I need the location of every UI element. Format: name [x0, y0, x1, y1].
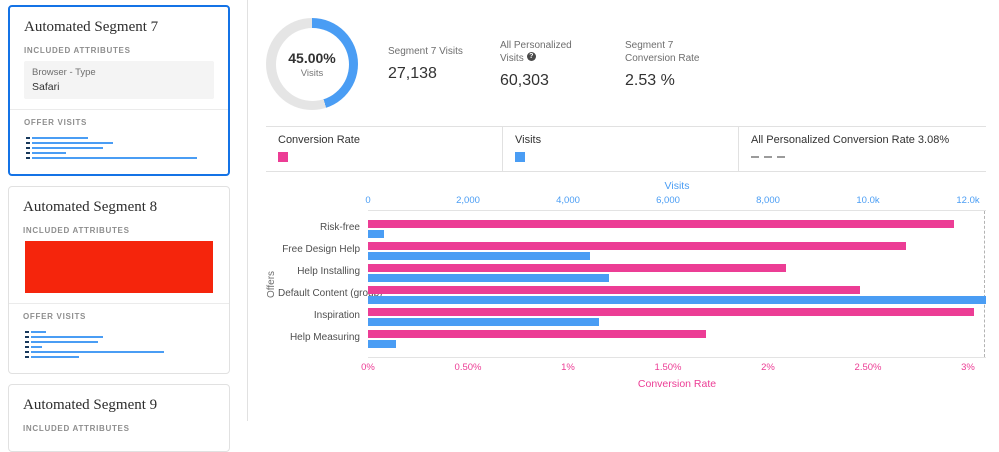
bottom-axis-ticks: 0% 0.50% 1% 1.50% 2% 2.50% 3%	[361, 362, 986, 375]
chart-category-label: Inspiration	[313, 310, 360, 321]
included-attributes-header: INCLUDED ATTRIBUTES	[23, 424, 130, 433]
segments-sidebar: Automated Segment 7 INCLUDED ATTRIBUTES …	[0, 0, 247, 452]
stat-segment-visits: Segment 7 Visits 27,138	[388, 45, 470, 83]
axis-tick-label: 4,000	[556, 195, 580, 206]
stat-label: Segment 7 Visits	[388, 46, 463, 57]
segment-title: Automated Segment 8	[23, 199, 158, 215]
card-divider	[10, 109, 228, 110]
top-axis-ticks: 0 2,000 4,000 6,000 8,000 10.0k 12.0k	[365, 195, 986, 208]
conversion-rate-bar[interactable]	[368, 264, 786, 272]
attribute-value: Safari	[32, 81, 60, 93]
attribute-item: Browser - Type Safari	[24, 61, 214, 99]
stat-label: Segment 7 Conversion Rate	[625, 39, 700, 64]
axis-tick-label: 10.0k	[856, 195, 880, 206]
stat-value: 27,138	[388, 65, 437, 82]
stat-value: 60,303	[500, 71, 549, 89]
stat-segment-conversion-rate: Segment 7 Conversion Rate 2.53 %	[625, 39, 720, 90]
offer-visits-minichart	[24, 133, 214, 162]
top-axis-title: Visits	[664, 180, 690, 192]
conversion-rate-bar[interactable]	[368, 242, 906, 250]
segment-title: Automated Segment 7	[24, 19, 159, 35]
visits-bar[interactable]	[368, 340, 396, 348]
bars-container	[368, 210, 986, 358]
axis-tick-label: 3%	[961, 362, 975, 373]
axis-tick-label: 2%	[761, 362, 775, 373]
axis-tick-label: 6,000	[656, 195, 680, 206]
visits-bar[interactable]	[368, 230, 384, 238]
axis-tick-label: 1.50%	[654, 362, 682, 373]
conversion-rate-bar[interactable]	[368, 286, 860, 294]
donut-sublabel: Visits	[300, 67, 324, 79]
visits-bar[interactable]	[368, 318, 599, 326]
legend-label: Visits	[515, 134, 542, 146]
chart-row	[368, 284, 986, 306]
summary-row: 45.00% Visits Segment 7 Visits 27,138 Al…	[266, 12, 986, 116]
all-personalized-reference-line	[984, 211, 985, 357]
stat-value: 2.53 %	[625, 71, 675, 89]
axis-tick-label: 12.0k	[956, 195, 980, 206]
included-attributes-header: INCLUDED ATTRIBUTES	[24, 46, 131, 55]
legend-label: Conversion Rate	[278, 134, 360, 146]
offer-visits-header: OFFER VISITS	[23, 312, 87, 321]
dashed-line-swatch	[751, 156, 974, 158]
segment-card-8[interactable]: Automated Segment 8 INCLUDED ATTRIBUTES …	[8, 186, 230, 374]
stat-label-text: All Personalized Visits	[500, 39, 572, 64]
info-icon[interactable]: ?	[526, 51, 536, 61]
chart-row	[368, 306, 986, 328]
visits-bar[interactable]	[368, 296, 986, 304]
axis-tick-label: 2.50%	[854, 362, 882, 373]
legend-conversion-rate: Conversion Rate	[266, 127, 502, 171]
axis-tick-label: 1%	[561, 362, 575, 373]
axis-tick-label: 0.50%	[454, 362, 482, 373]
legend-all-personalized: All Personalized Conversion Rate 3.08%	[738, 127, 986, 171]
visits-swatch	[515, 152, 525, 162]
card-divider	[9, 303, 229, 304]
conversion-rate-bar[interactable]	[368, 220, 954, 228]
chart-row	[368, 262, 986, 284]
chart-row	[368, 328, 986, 350]
attribute-type: Browser - Type	[32, 67, 96, 78]
chart-row	[368, 240, 986, 262]
axis-tick-label: 0	[365, 195, 371, 206]
included-attributes-header: INCLUDED ATTRIBUTES	[23, 226, 130, 235]
legend-label: All Personalized Conversion Rate 3.08%	[751, 134, 950, 146]
stat-all-personalized-visits: All Personalized Visits? 60,303	[500, 39, 595, 90]
chart-row	[368, 218, 986, 240]
segment-card-9[interactable]: Automated Segment 9 INCLUDED ATTRIBUTES	[8, 384, 230, 452]
chart-category-label: Help Installing	[297, 266, 360, 277]
chart-category-label: Free Design Help	[282, 244, 360, 255]
report-main: 45.00% Visits Segment 7 Visits 27,138 Al…	[247, 0, 999, 421]
visits-donut-chart: 45.00% Visits	[266, 18, 358, 110]
axis-tick-label: 0%	[361, 362, 375, 373]
donut-percent: 45.00%	[288, 49, 336, 66]
segment-title: Automated Segment 9	[23, 397, 158, 413]
chart-legend: Conversion Rate Visits All Personalized …	[266, 126, 986, 172]
visits-bar[interactable]	[368, 274, 609, 282]
axis-tick-label: 2,000	[456, 195, 480, 206]
legend-visits: Visits	[502, 127, 738, 171]
segment-card-7[interactable]: Automated Segment 7 INCLUDED ATTRIBUTES …	[8, 5, 230, 176]
conversion-rate-swatch	[278, 152, 288, 162]
chart-category-label: Help Measuring	[289, 332, 360, 343]
category-labels: Risk-free Free Design Help Help Installing…	[278, 210, 383, 358]
bottom-axis-title: Conversion Rate	[637, 378, 717, 390]
visits-bar[interactable]	[368, 252, 590, 260]
axis-tick-label: 8,000	[756, 195, 780, 206]
donut-center: 45.00% Visits	[275, 27, 349, 101]
conversion-rate-bar[interactable]	[368, 330, 706, 338]
plot-area: Offers Risk-free Free Design Help Help Ins…	[266, 210, 986, 358]
offer-visits-header: OFFER VISITS	[24, 118, 88, 127]
offers-bar-chart: Visits 0 2,000 4,000 6,000 8,000 10.0k 12.0k O…	[266, 180, 986, 390]
y-axis-title: Offers	[266, 270, 278, 298]
offer-visits-minichart	[23, 327, 215, 361]
chart-category-label: Default Content (group)	[278, 288, 383, 299]
chart-category-label: Risk-free	[319, 222, 360, 233]
redacted-attribute-block	[25, 241, 213, 293]
conversion-rate-bar[interactable]	[368, 308, 974, 316]
stat-label: All Personalized Visits?	[500, 39, 595, 65]
